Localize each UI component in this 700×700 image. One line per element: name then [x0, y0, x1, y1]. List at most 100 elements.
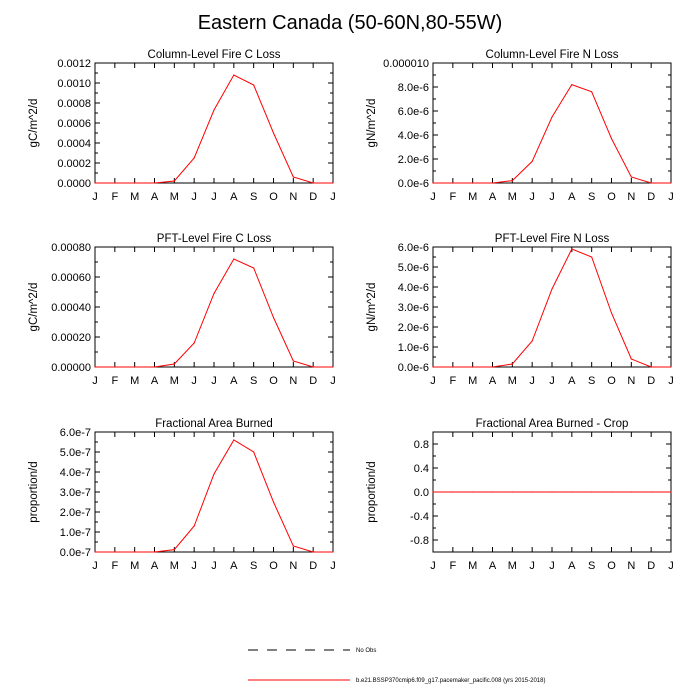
data-point	[531, 491, 533, 493]
x-tick-label: D	[647, 560, 655, 572]
x-tick-label: F	[111, 375, 118, 387]
y-tick-label: 4.0e-6	[398, 130, 429, 142]
x-tick-label: A	[151, 375, 159, 387]
x-tick-label: F	[111, 191, 118, 203]
x-tick-label: O	[607, 191, 616, 203]
y-tick-label: 4.0e-7	[60, 467, 91, 479]
data-point	[511, 363, 513, 365]
y-tick-label: 0.00020	[51, 332, 91, 344]
x-tick-label: M	[130, 191, 139, 203]
x-tick-label: N	[627, 375, 635, 387]
x-tick-label: J	[549, 191, 555, 203]
y-tick-label: 0.0002	[57, 158, 91, 170]
x-tick-label: J	[330, 375, 336, 387]
data-point	[173, 549, 175, 551]
x-tick-label: J	[191, 375, 197, 387]
data-point	[591, 256, 593, 258]
data-point	[432, 491, 434, 493]
data-point	[491, 182, 494, 184]
x-tick-label: A	[151, 191, 159, 203]
x-tick-label: S	[250, 560, 257, 572]
y-tick-label: 3.0e-6	[398, 302, 429, 314]
data-point	[213, 473, 215, 475]
panel-title: PFT-Level Fire C Loss	[157, 233, 272, 245]
data-point	[452, 491, 454, 493]
series-line	[95, 439, 333, 553]
data-point	[432, 182, 434, 184]
data-point	[233, 439, 235, 441]
y-axis-label: proportion/d	[28, 461, 40, 522]
x-tick-label: N	[289, 375, 297, 387]
x-tick-label: F	[111, 560, 118, 572]
y-axis-label: gN/m^2/d	[366, 283, 378, 332]
x-tick-label: A	[230, 191, 238, 203]
x-tick-label: D	[647, 375, 655, 387]
y-tick-label: 0.0e-7	[60, 547, 91, 559]
data-point	[571, 491, 573, 493]
x-tick-label: S	[250, 191, 257, 203]
data-point	[213, 109, 215, 111]
data-point	[292, 176, 294, 178]
data-point	[630, 358, 632, 360]
data-point	[233, 74, 235, 76]
x-tick-label: J	[211, 191, 217, 203]
y-tick-label: 1.0e-6	[398, 342, 429, 354]
data-point	[153, 366, 156, 368]
x-tick-label: S	[588, 191, 595, 203]
data-point	[272, 316, 275, 319]
x-tick-label: M	[468, 560, 477, 572]
x-tick-label: J	[330, 191, 336, 203]
x-tick-label: O	[269, 375, 278, 387]
data-point	[94, 182, 96, 184]
series-line	[433, 83, 671, 184]
x-tick-label: J	[668, 375, 674, 387]
x-tick-label: S	[588, 560, 595, 572]
data-point	[591, 491, 593, 493]
data-point	[472, 182, 474, 184]
x-tick-label: J	[330, 560, 336, 572]
data-point	[452, 366, 454, 368]
data-point	[650, 366, 652, 368]
x-tick-label: A	[568, 191, 576, 203]
x-tick-label: N	[289, 191, 297, 203]
y-tick-label: 3.0e-7	[60, 487, 91, 499]
data-point	[630, 176, 632, 178]
data-point	[312, 366, 314, 368]
x-tick-label: J	[529, 375, 535, 387]
data-point	[630, 491, 632, 493]
y-tick-label: -0.8	[410, 535, 429, 547]
x-tick-label: N	[627, 191, 635, 203]
x-tick-label: O	[269, 560, 278, 572]
data-point	[134, 182, 136, 184]
x-tick-label: N	[627, 560, 635, 572]
data-point	[253, 451, 255, 453]
panel-title: Fractional Area Burned - Crop	[476, 418, 629, 430]
data-point	[511, 491, 513, 493]
data-point	[114, 366, 116, 368]
panel-title: Column-Level Fire C Loss	[148, 49, 281, 61]
y-tick-label: 1.0e-7	[60, 527, 91, 539]
x-tick-label: M	[130, 375, 139, 387]
panel-title: Fractional Area Burned	[155, 418, 273, 430]
data-point	[272, 132, 275, 134]
data-point	[292, 545, 294, 547]
x-tick-label: J	[211, 560, 217, 572]
data-point	[114, 182, 116, 184]
data-point	[134, 551, 136, 553]
y-tick-label: 2.0e-6	[398, 322, 429, 334]
data-point	[253, 84, 255, 86]
y-tick-label: 6.0e-6	[398, 242, 429, 254]
x-tick-label: D	[309, 375, 317, 387]
y-tick-label: 4.0e-6	[398, 282, 429, 294]
y-tick-label: 6.0e-6	[398, 106, 429, 118]
y-tick-label: 0.00080	[51, 242, 91, 254]
x-tick-label: M	[468, 375, 477, 387]
y-tick-label: 5.0e-6	[398, 262, 429, 274]
y-tick-label: 0.0012	[57, 58, 91, 70]
y-tick-label: 2.0e-6	[398, 154, 429, 166]
data-point	[193, 525, 195, 527]
